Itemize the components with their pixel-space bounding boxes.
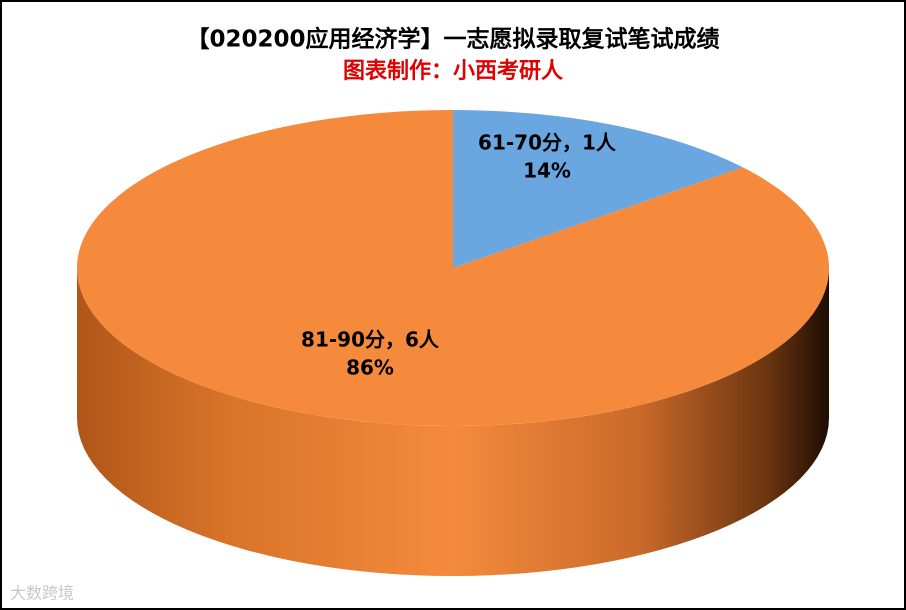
chart-title: 【020200应用经济学】一志愿拟录取复试笔试成绩 (186, 26, 719, 53)
watermark: 大数跨境 (10, 584, 74, 603)
slice (76, 110, 829, 426)
slice (453, 110, 743, 268)
slice-label: 81-90分，6人 (301, 328, 440, 352)
slice-side (77, 268, 829, 576)
slice-value-label: 14% (523, 159, 571, 183)
chart-subtitle: 图表制作：小西考研人 (343, 59, 563, 84)
slice-label: 61-70分，1人 (478, 131, 617, 155)
pie (76, 110, 829, 576)
slice-value-label: 86% (346, 356, 394, 380)
labels: 61-70分，1人 14% 81-90分，6人 86% (301, 131, 617, 380)
